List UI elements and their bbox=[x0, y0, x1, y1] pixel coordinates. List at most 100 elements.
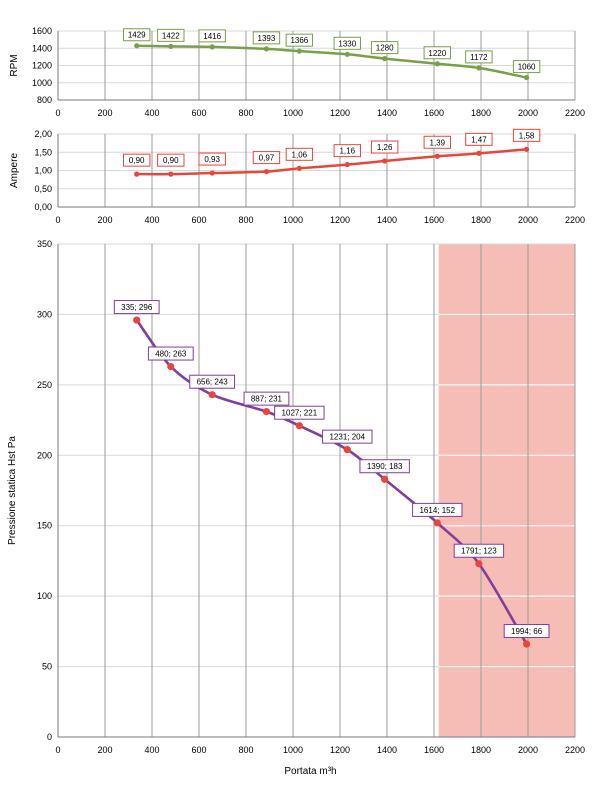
x-tick-label: 0 bbox=[55, 745, 60, 755]
x-tick-label: 2200 bbox=[565, 215, 585, 225]
data-point bbox=[476, 150, 482, 156]
data-label: 1027; 221 bbox=[282, 409, 318, 418]
data-label-box bbox=[333, 36, 361, 50]
data-label: 1060 bbox=[518, 63, 536, 72]
data-label: 1330 bbox=[338, 39, 356, 48]
y-tick-label: 1,00 bbox=[34, 166, 52, 176]
x-tick-label: 1400 bbox=[377, 215, 397, 225]
data-point bbox=[167, 362, 175, 371]
data-point bbox=[208, 391, 216, 399]
data-label-box bbox=[113, 300, 160, 315]
data-label-box bbox=[252, 151, 281, 165]
x-tick-label: 2200 bbox=[565, 745, 585, 755]
y-tick-label: 0 bbox=[47, 732, 52, 742]
data-label: 0,90 bbox=[129, 156, 145, 165]
data-point bbox=[209, 44, 215, 50]
data-point bbox=[209, 170, 215, 176]
data-label: 1,06 bbox=[292, 150, 308, 159]
data-point bbox=[523, 74, 530, 81]
data-label-box bbox=[512, 60, 541, 74]
data-label: 1422 bbox=[162, 31, 180, 40]
data-label-box bbox=[157, 153, 185, 167]
data-label: 480; 263 bbox=[155, 350, 187, 359]
y-tick-label: 350 bbox=[37, 239, 52, 249]
y-tick-label: 150 bbox=[37, 521, 52, 531]
data-label: 1994; 66 bbox=[511, 627, 543, 636]
data-label: 1366 bbox=[290, 36, 308, 45]
shaded-zone bbox=[438, 244, 575, 737]
data-label-box bbox=[423, 46, 451, 60]
data-point bbox=[134, 43, 140, 49]
data-label: 1791; 123 bbox=[461, 547, 497, 556]
data-label: 1,39 bbox=[430, 138, 446, 147]
data-label: 1,58 bbox=[519, 131, 535, 140]
data-label: 1,47 bbox=[471, 135, 487, 144]
data-point bbox=[433, 519, 441, 527]
y-tick-label: 0,50 bbox=[34, 184, 52, 194]
x-tick-label: 1000 bbox=[283, 108, 303, 118]
x-tick-label: 1200 bbox=[330, 215, 350, 225]
x-tick-label: 400 bbox=[144, 215, 159, 225]
data-label: 1220 bbox=[428, 49, 446, 58]
data-label: 1429 bbox=[128, 31, 146, 40]
x-tick-label: 600 bbox=[191, 215, 206, 225]
series-line bbox=[135, 148, 528, 176]
y-tick-label: 1000 bbox=[32, 78, 52, 88]
x-tick-label: 2000 bbox=[518, 215, 538, 225]
data-label-box bbox=[359, 459, 410, 474]
data-label: 1172 bbox=[470, 53, 488, 62]
data-label-box bbox=[322, 429, 373, 444]
x-tick-label: 1800 bbox=[471, 215, 491, 225]
x-tick-label: 1000 bbox=[283, 745, 303, 755]
data-label-box bbox=[453, 543, 505, 558]
y-tick-label: 0,00 bbox=[34, 202, 52, 212]
x-tick-label: 0 bbox=[55, 108, 60, 118]
y-tick-label: 1200 bbox=[32, 61, 52, 71]
data-label: 1,16 bbox=[339, 147, 355, 156]
data-point bbox=[168, 43, 174, 49]
data-point bbox=[434, 153, 440, 159]
data-point bbox=[434, 61, 440, 67]
y-tick-label: 1600 bbox=[32, 26, 52, 36]
rpm-chart: 800 1000 1200 1400 1600 0 200 400 600 800 1000 1200… bbox=[9, 26, 585, 118]
x-tick-label: 1800 bbox=[471, 745, 491, 755]
data-label-box bbox=[465, 50, 493, 64]
y-tick-label: 100 bbox=[37, 591, 52, 601]
data-label-box bbox=[412, 502, 463, 517]
data-label-box bbox=[503, 624, 550, 639]
data-point bbox=[263, 168, 270, 175]
data-label-box bbox=[123, 28, 151, 42]
x-tick-label: 1400 bbox=[377, 745, 397, 755]
x-tick-label: 600 bbox=[191, 108, 206, 118]
y-tick-label: 1,50 bbox=[34, 147, 52, 157]
data-point bbox=[296, 165, 302, 171]
x-tick-label: 2200 bbox=[565, 108, 585, 118]
data-point bbox=[475, 560, 483, 568]
x-tick-label: 1600 bbox=[424, 108, 444, 118]
x-tick-label: 600 bbox=[191, 745, 206, 755]
ampere-chart: 0,00 0,50 1,00 1,50 2,00 0 200 400 600 800 1000 120… bbox=[9, 128, 585, 225]
x-tick-label: 800 bbox=[238, 745, 253, 755]
data-point bbox=[382, 158, 388, 164]
data-label-box bbox=[243, 391, 290, 406]
data-label-box bbox=[252, 31, 281, 45]
x-axis-title: Portata m³h bbox=[284, 766, 336, 777]
data-point bbox=[295, 422, 303, 430]
data-label: 0,90 bbox=[163, 156, 179, 165]
x-tick-label: 200 bbox=[97, 215, 112, 225]
y-tick-label: 300 bbox=[37, 309, 52, 319]
data-point bbox=[522, 640, 531, 648]
data-label-box bbox=[285, 147, 314, 161]
data-point bbox=[134, 171, 140, 177]
data-label: 1280 bbox=[376, 44, 394, 53]
data-point bbox=[262, 408, 271, 416]
data-label-box bbox=[370, 41, 399, 55]
data-point bbox=[476, 65, 482, 71]
pressure-chart: 0 50 100 150 200 250 300 350 0 200 400 600 800 1000 12… bbox=[7, 239, 585, 777]
y-tick-label: 50 bbox=[42, 662, 52, 672]
data-label: 887; 231 bbox=[251, 395, 283, 404]
data-label-box bbox=[123, 153, 151, 167]
x-tick-label: 400 bbox=[144, 745, 159, 755]
data-point bbox=[344, 51, 350, 57]
